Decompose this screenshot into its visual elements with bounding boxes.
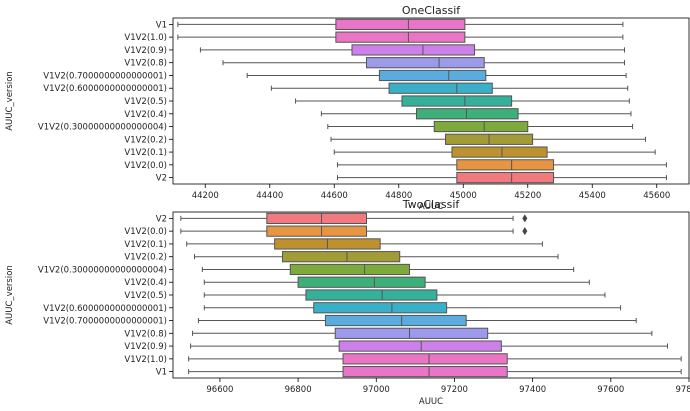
y-tick-label: V2 [156, 214, 167, 224]
box [335, 18, 466, 30]
y-tick-label: V1V2(0.7000000000000001) [43, 71, 167, 81]
y-tick-label: V1V2(0.2) [124, 253, 167, 263]
box [335, 31, 466, 43]
y-tick-label: V1V2(0.9) [124, 342, 167, 352]
x-tick-label: 97400 [519, 385, 546, 395]
box [266, 225, 367, 237]
box [334, 327, 489, 339]
y-axis-label: AUUC_version [5, 265, 15, 325]
box [338, 340, 502, 352]
y-tick-label: V1 [156, 20, 167, 30]
y-tick-label: V1V2(0.1) [124, 240, 167, 250]
box [324, 314, 467, 327]
outlier-point [522, 227, 528, 236]
x-tick-label: 44800 [385, 191, 412, 201]
y-tick-label: V1V2(0.6000000000000001) [43, 84, 167, 94]
y-tick-label: V1V2(0.0) [124, 161, 167, 171]
y-tick-label: V1V2(0.1) [124, 148, 167, 158]
box [456, 172, 555, 184]
y-tick-label: V1 [156, 368, 167, 378]
x-tick-label: 97600 [597, 385, 624, 395]
y-tick-label: V1V2(0.8) [124, 59, 167, 69]
y-tick-label: V1V2(0.4) [124, 278, 167, 288]
y-tick-label: V2 [156, 174, 167, 184]
y-tick-label: V1V2(1.0) [124, 33, 167, 43]
box [401, 95, 513, 107]
x-tick-label: 96600 [206, 385, 233, 395]
x-tick-label: 44200 [192, 191, 219, 201]
box [297, 276, 426, 288]
x-tick-label: 97000 [363, 385, 390, 395]
y-tick-label: V1V2(0.6000000000000001) [43, 304, 167, 314]
chart-title: OneClassif [402, 4, 461, 17]
x-axis-label: AUUC [419, 397, 443, 407]
x-tick-label: 96800 [285, 385, 312, 395]
box [342, 366, 508, 378]
y-tick-label: V1V2(0.0) [124, 227, 167, 237]
x-tick-label: 45600 [643, 191, 670, 201]
x-tick-label: 45400 [579, 191, 606, 201]
box [366, 57, 485, 69]
box [266, 212, 367, 224]
oneclassif-panel: OneClassif 44200 44400 44600 44800 45000 45200… [5, 4, 690, 212]
box [415, 108, 519, 120]
y-tick-label: V1V2(0.9) [124, 46, 167, 56]
x-tick-label: 44400 [256, 191, 283, 201]
y-tick-label: V1V2(0.30000000000000004) [38, 123, 167, 133]
x-tick-label: 45000 [450, 191, 477, 201]
y-tick-label: V1V2(0.30000000000000004) [38, 265, 167, 275]
box [451, 146, 548, 158]
box [289, 263, 411, 276]
y-tick-label: V1V2(0.2) [124, 135, 167, 145]
x-tick-label: 45200 [514, 191, 541, 201]
box [313, 302, 448, 314]
y-axis-label: AUUC_version [5, 71, 15, 131]
box [456, 159, 555, 171]
y-tick-label: V1V2(0.5) [124, 97, 167, 107]
y-tick-label: V1V2(0.4) [124, 110, 167, 120]
box [305, 289, 438, 301]
box [281, 251, 401, 263]
y-tick-label: V1V2(0.7000000000000001) [43, 317, 167, 327]
x-tick-label: 44600 [321, 191, 348, 201]
twoclassif-panel: TwoClassif 96600 96800 97000 97200 97400 97600… [5, 198, 690, 407]
x-tick-label: 97200 [441, 385, 468, 395]
box [388, 82, 493, 94]
y-tick-label: V1V2(0.8) [124, 329, 167, 339]
y-tick-label: V1V2(0.5) [124, 291, 167, 301]
y-tick-label: V1V2(1.0) [124, 355, 167, 365]
chart-title: TwoClassif [402, 198, 461, 211]
box [433, 120, 529, 133]
box [351, 44, 476, 56]
outlier-point [522, 214, 528, 223]
x-axis-label: AUUC [419, 202, 443, 212]
box [378, 69, 487, 82]
x-tick-label: 97800 [675, 385, 690, 395]
box [342, 353, 508, 365]
